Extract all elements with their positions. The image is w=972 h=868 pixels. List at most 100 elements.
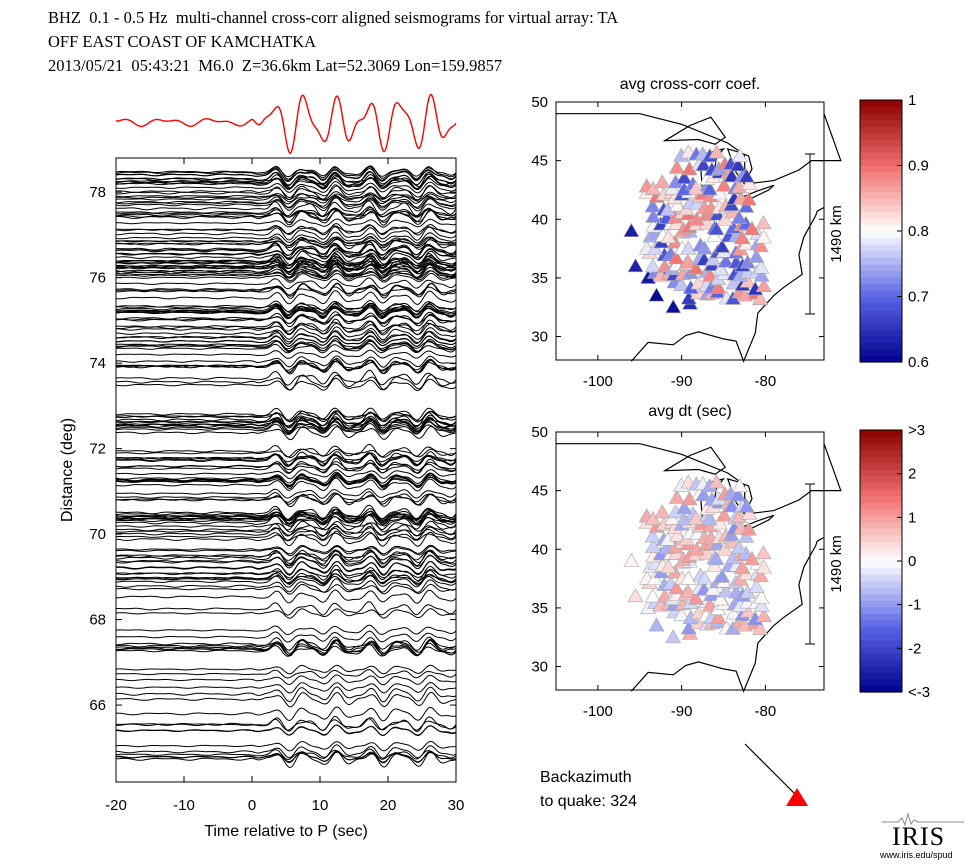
station-marker <box>711 515 728 530</box>
seismogram-trace <box>115 630 457 643</box>
colorbar-tick-label: -1 <box>908 597 921 614</box>
colorbar-segment <box>860 462 902 470</box>
colorbar-segment <box>860 224 902 232</box>
colorbar-segment <box>860 211 902 219</box>
station-marker <box>668 489 685 504</box>
station-marker <box>696 240 713 255</box>
seismogram-trace <box>116 320 457 332</box>
station-marker <box>687 180 704 195</box>
station-markers <box>623 144 772 314</box>
seismogram-trace <box>115 583 457 595</box>
station-marker <box>708 221 725 236</box>
station-marker <box>668 580 685 595</box>
map-x-tick-label: -80 <box>755 703 777 720</box>
colorbar-segment <box>860 342 902 350</box>
colorbar-segment <box>860 198 902 206</box>
station-marker <box>648 287 665 302</box>
station-marker <box>731 478 748 493</box>
x-tick-label: 30 <box>448 797 465 814</box>
seismogram-trace <box>116 355 457 368</box>
colorbar-segment <box>860 100 902 108</box>
seismogram-trace <box>116 322 457 336</box>
station-marker <box>654 504 671 519</box>
station-marker <box>688 590 705 605</box>
title-line-2: OFF EAST COAST OF KAMCHATKA <box>48 32 317 51</box>
x-tick-label: -10 <box>173 797 195 814</box>
colorbar-segment <box>860 145 902 153</box>
station-marker <box>660 229 677 244</box>
seismogram-trace <box>115 177 457 190</box>
lake-huron <box>726 478 753 516</box>
station-marker <box>753 267 770 282</box>
map-y-tick-label: 30 <box>531 659 548 676</box>
seismogram-trace <box>115 669 457 679</box>
colorbar-segment <box>860 289 902 298</box>
colorbar-tick-label: 2 <box>908 466 916 483</box>
seismogram-trace <box>116 549 457 567</box>
station-marker <box>708 474 725 489</box>
station-marker <box>673 606 690 622</box>
station-marker <box>673 276 690 292</box>
seismogram-trace <box>115 193 457 203</box>
station-marker <box>623 222 640 237</box>
map-frame <box>555 101 825 361</box>
station-marker <box>644 258 661 273</box>
seismogram-trace <box>115 718 457 731</box>
seismogram-trace <box>116 343 457 354</box>
colorbar-tick-label: 1 <box>908 92 916 109</box>
station-marker <box>695 156 712 171</box>
station-marker <box>723 168 740 183</box>
colorbar-segment <box>860 172 902 180</box>
seismogram-trace <box>115 644 457 657</box>
seismogram-trace <box>115 335 457 347</box>
station-marker <box>731 148 748 163</box>
seismogram-trace <box>116 226 457 241</box>
station-marker <box>704 581 721 596</box>
station-marker <box>680 240 697 255</box>
coastline <box>630 536 825 693</box>
seismogram-trace <box>116 674 457 686</box>
seismogram-trace <box>115 165 457 178</box>
colorbar-segment <box>860 672 902 680</box>
colorbar-segment <box>860 659 902 667</box>
station-marker <box>708 551 725 566</box>
station-marker <box>706 228 723 243</box>
seismogram-trace <box>115 461 457 471</box>
y-tick-label: 74 <box>89 355 106 372</box>
seismogram-trace <box>115 170 457 187</box>
colorbar-segment <box>860 322 902 330</box>
seismogram-trace <box>115 549 457 561</box>
colorbar-segment <box>860 355 902 363</box>
station-marker <box>695 486 712 501</box>
seismogram-trace <box>116 624 457 636</box>
seismogram-trace <box>116 283 457 299</box>
station-marker <box>755 607 772 623</box>
station-marker <box>627 258 644 273</box>
seismogram-trace <box>116 589 457 604</box>
seismogram-trace <box>115 549 457 565</box>
station-marker <box>668 250 685 265</box>
seismogram-trace <box>116 277 457 290</box>
seismogram-trace <box>116 237 457 252</box>
seismogram-trace <box>116 504 457 520</box>
station-marker <box>696 570 713 585</box>
seismogram-trace <box>115 311 457 325</box>
seismogram-trace <box>115 530 457 547</box>
seismogram-trace <box>115 477 457 492</box>
station-marker <box>738 198 755 213</box>
station-marker <box>716 507 733 522</box>
station-marker <box>669 197 686 212</box>
colorbar-segment <box>860 303 902 311</box>
map-x-tick-label: -90 <box>671 703 693 720</box>
seismogram-trace <box>115 469 457 480</box>
seismogram-traces <box>115 165 457 769</box>
colorbar-segment <box>860 119 902 127</box>
seismogram-trace <box>115 349 457 359</box>
colorbar-segment <box>860 600 902 608</box>
seismogram-trace <box>116 185 457 199</box>
title-line-1: BHZ 0.1 - 0.5 Hz multi-channel cross-cor… <box>48 8 619 27</box>
colorbar-segment <box>860 652 902 660</box>
backazimuth-triangle-icon <box>786 788 808 806</box>
colorbar-segment <box>860 185 902 193</box>
station-marker <box>710 279 727 294</box>
